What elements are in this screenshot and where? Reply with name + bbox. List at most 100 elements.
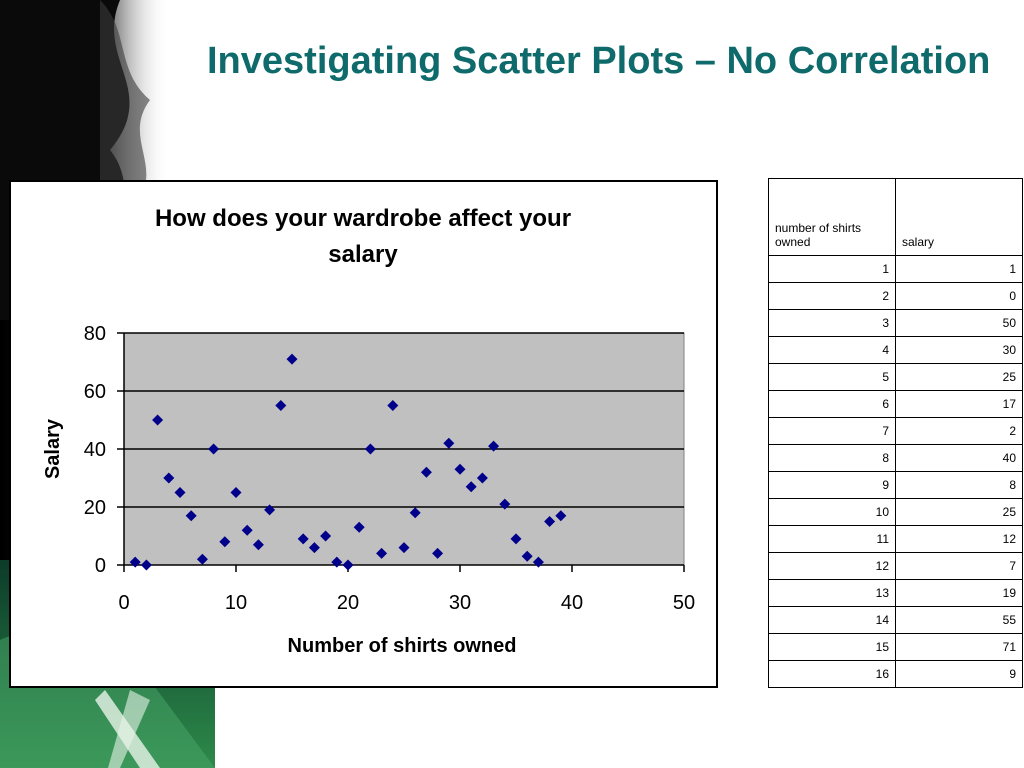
cell-salary: 0 [895,282,1023,310]
cell-shirts: 2 [768,282,896,310]
data-point [499,498,511,510]
x-tick-label: 30 [449,592,471,614]
data-point [140,559,152,571]
y-tick-label: 20 [84,497,106,519]
data-point [252,539,264,551]
data-point [409,507,421,519]
table-header-row: number of shirts owned salary [768,178,1023,256]
x-tick-label: 20 [337,592,359,614]
y-tick-label: 80 [84,323,106,345]
cell-salary: 25 [895,498,1023,526]
cell-salary: 1 [895,255,1023,283]
scatter-chart: How does your wardrobe affect your salar… [42,205,695,657]
table-row: 4 30 [768,336,1023,364]
data-point [163,472,175,484]
table-row: 14 55 [768,606,1023,634]
data-point [264,504,276,516]
data-point [532,556,544,568]
table-row: 6 17 [768,390,1023,418]
chart-title-line-2: salary [328,241,398,268]
data-point [185,510,197,522]
data-point [432,547,444,559]
slide-title: Investigating Scatter Plots – No Correla… [207,40,991,82]
data-point [398,542,410,554]
cell-salary: 25 [895,363,1023,391]
y-tick-label: 40 [84,439,106,461]
y-axis-label: Salary [42,418,64,479]
table-row: 8 40 [768,444,1023,472]
data-point [275,400,287,411]
data-point [219,536,231,548]
data-point [208,443,220,455]
cell-shirts: 12 [768,552,896,580]
cell-salary: 7 [895,552,1023,580]
cell-salary: 2 [895,417,1023,445]
cell-salary: 8 [895,471,1023,499]
cell-salary: 40 [895,444,1023,472]
chart-container: How does your wardrobe affect your salar… [9,180,718,688]
y-tick-label: 0 [95,555,106,577]
column-header-shirts: number of shirts owned [768,178,896,256]
data-point [331,556,343,568]
cell-shirts: 6 [768,390,896,418]
data-point [454,463,466,475]
cell-salary: 17 [895,390,1023,418]
data-point [364,443,376,455]
cell-salary: 55 [895,606,1023,634]
y-tick-label: 60 [84,381,106,403]
data-point [387,400,399,411]
data-point [510,533,522,545]
x-tick-label: 0 [118,592,129,614]
cell-salary: 12 [895,525,1023,553]
data-point [152,414,164,426]
table-row: 3 50 [768,309,1023,337]
data-point [320,530,332,542]
table-row: 12 7 [768,552,1023,580]
cell-shirts: 3 [768,309,896,337]
cell-shirts: 10 [768,498,896,526]
cell-shirts: 8 [768,444,896,472]
cell-shirts: 1 [768,255,896,283]
data-point [420,466,432,478]
table-row: 15 71 [768,633,1023,661]
cell-shirts: 15 [768,633,896,661]
cell-salary: 19 [895,579,1023,607]
cell-shirts: 7 [768,417,896,445]
cell-shirts: 4 [768,336,896,364]
cell-salary: 50 [895,309,1023,337]
data-point [476,472,488,484]
data-point [353,521,365,533]
cell-shirts: 11 [768,525,896,553]
cell-shirts: 5 [768,363,896,391]
cell-shirts: 16 [768,660,896,688]
column-header-salary: salary [895,178,1023,256]
data-point [196,553,208,565]
data-point [465,481,477,493]
cell-shirts: 9 [768,471,896,499]
data-point [555,510,567,522]
data-point [174,487,186,498]
table-row: 5 25 [768,363,1023,391]
cell-salary: 9 [895,660,1023,688]
cell-salary: 71 [895,633,1023,661]
chart-title-line-1: How does your wardrobe affect your [155,205,571,232]
data-point [308,542,320,554]
data-point [544,516,556,527]
x-tick-label: 10 [225,592,247,614]
data-point [230,487,242,498]
cell-salary: 30 [895,336,1023,364]
x-tick-label: 40 [561,592,583,614]
data-point [488,440,500,452]
data-point [443,437,455,449]
data-point [376,547,388,559]
data-table: number of shirts owned salary 1 1 2 0 3 50 4 30… [768,178,1023,688]
table-row: 11 12 [768,525,1023,553]
data-point [241,524,253,536]
data-point [286,353,298,365]
table-row: 13 19 [768,579,1023,607]
data-point [297,533,309,545]
